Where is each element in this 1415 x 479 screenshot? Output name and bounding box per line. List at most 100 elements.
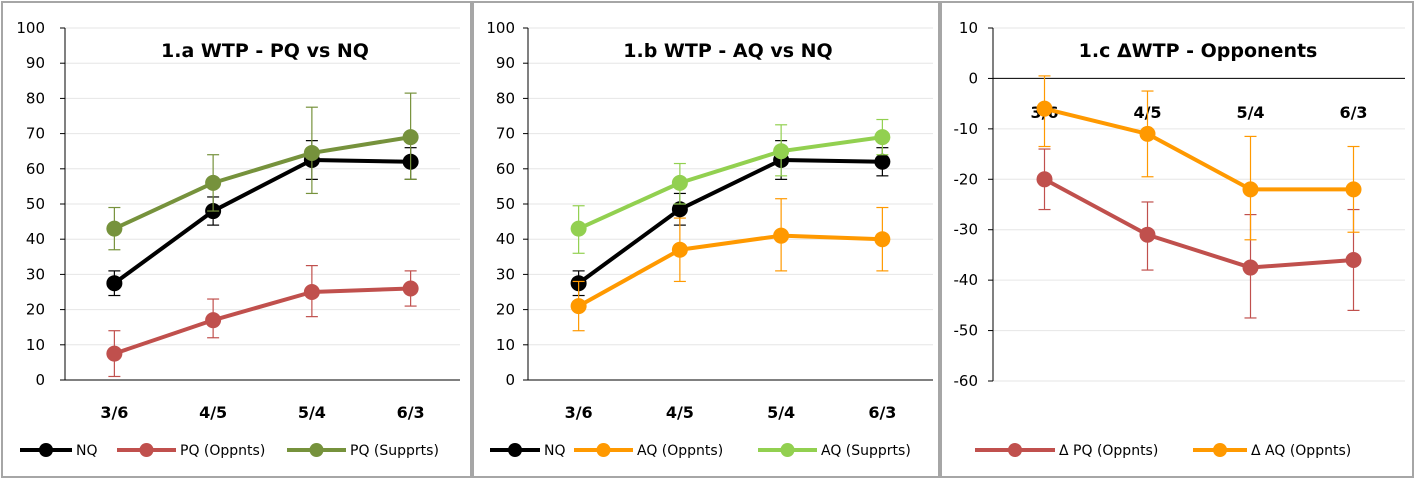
- chart-a-data-point: [402, 280, 419, 297]
- chart-c-y-tick-label: -50: [954, 322, 979, 340]
- chart-b-data-point: [874, 129, 891, 146]
- chart-a-data-point: [402, 129, 419, 146]
- chart-b-data-point: [570, 298, 587, 315]
- chart-b-x-tick-label: 5/4: [767, 403, 795, 422]
- chart-b-data-point: [671, 174, 688, 191]
- chart-b-y-tick-label: 80: [496, 89, 515, 107]
- chart-b-y-tick-label: 20: [496, 301, 515, 319]
- chart-b-y-tick-label: 0: [505, 371, 515, 389]
- chart-a-y-tick-label: 20: [26, 301, 45, 319]
- chart-a-series-1: [106, 265, 419, 378]
- chart-b-legend-label: AQ (Supprts): [821, 443, 911, 459]
- chart-a-legend-label: NQ: [76, 443, 98, 459]
- chart-b-series-line: [577, 158, 883, 285]
- chart-b-y-tick-label: 40: [496, 230, 515, 248]
- chart-c-series-0: [1036, 148, 1362, 319]
- chart-c-legend-swatch-marker: [1008, 443, 1022, 457]
- chart-c-data-point: [1242, 259, 1259, 276]
- chart-c-legend-label: Δ AQ (Oppnts): [1251, 443, 1351, 459]
- chart-b-data-point: [570, 220, 587, 237]
- chart-c-legend-swatch-marker: [1213, 443, 1227, 457]
- chart-a-series-line: [113, 135, 411, 231]
- chart-c-data-point: [1036, 171, 1053, 188]
- chart-b-legend-swatch-marker: [508, 443, 522, 457]
- chart-a-data-point: [205, 312, 222, 329]
- chart-c-y-tick-label: -60: [954, 372, 979, 390]
- chart-b-x-tick-label: 6/3: [868, 403, 896, 422]
- chart-a-legend-swatch-marker: [39, 443, 53, 457]
- chart-a-legend-label: PQ (Oppnts): [180, 443, 265, 459]
- chart-c-series-line: [1043, 177, 1354, 270]
- chart-b-data-point: [671, 201, 688, 218]
- chart-c-y-tick-label: -10: [954, 120, 979, 138]
- chart-a-series-line: [113, 158, 411, 285]
- chart-a-legend-swatch-marker: [139, 443, 154, 457]
- chart-a-legend-label: PQ (Supprts): [350, 443, 439, 459]
- panel-c-frame: [940, 1, 1414, 478]
- chart-c-y-tick-label: 0: [968, 69, 978, 87]
- chart-b-series-2: [570, 118, 891, 254]
- chart-b-series-line: [577, 135, 883, 231]
- chart-a-legend-swatch-marker: [309, 443, 324, 457]
- chart-a-x-tick-label: 3/6: [100, 403, 128, 422]
- chart-a-data-point: [303, 284, 320, 300]
- chart-a-y-tick-label: 30: [26, 265, 45, 283]
- chart-b-title: 1.b WTP - AQ vs NQ: [623, 40, 832, 62]
- chart-b-data-point: [773, 227, 790, 244]
- chart-b-data-point: [671, 241, 688, 258]
- chart-c-series-line: [1044, 106, 1354, 192]
- chart-c-y-tick-label: -20: [954, 170, 979, 188]
- chart-b-legend-label: NQ: [544, 443, 566, 459]
- chart-c-data-point: [1242, 181, 1259, 198]
- chart-b-y-tick-label: 30: [496, 265, 515, 283]
- chart-b-data-point: [874, 231, 891, 248]
- chart-a-data-point: [106, 220, 123, 237]
- panel-a-frame: [1, 1, 472, 478]
- chart-c-title: 1.c ΔWTP - Opponents: [1079, 40, 1318, 62]
- chart-c-x-tick-label: 6/3: [1339, 103, 1367, 122]
- chart-b: 0 10 20 30 40 50 60 70 80 90 100 3/6 4/5 5/4 6/3 1.b WT…: [486, 19, 933, 459]
- chart-b-x-tick-label: 4/5: [666, 403, 694, 422]
- chart-b-x-tick-label: 3/6: [565, 403, 593, 422]
- chart-a-series-line: [113, 286, 411, 356]
- chart-a-y-tick-label: 100: [16, 19, 45, 37]
- panel-b-frame: [472, 1, 940, 478]
- chart-b-legend-swatch-marker: [596, 443, 611, 457]
- chart-b-legend-swatch-marker: [780, 443, 795, 457]
- chart-a-data-point: [106, 275, 123, 292]
- chart-a-y-tick-label: 0: [35, 371, 45, 389]
- chart-a-data-point: [205, 174, 222, 191]
- chart-a-y-tick-label: 80: [26, 89, 45, 107]
- chart-b-y-tick-label: 90: [496, 54, 515, 72]
- chart-a-data-point: [303, 144, 320, 161]
- chart-a-y-tick-label: 50: [26, 195, 45, 213]
- chart-b-y-tick-label: 60: [496, 160, 515, 178]
- chart-b-y-tick-label: 50: [496, 195, 515, 213]
- chart-c-data-point: [1139, 125, 1156, 142]
- chart-b-y-tick-label: 100: [486, 19, 515, 37]
- chart-a-y-tick-label: 60: [26, 160, 45, 178]
- chart-a-y-tick-label: 40: [26, 230, 45, 248]
- chart-a-y-tick-label: 70: [26, 125, 45, 143]
- chart-a-x-tick-label: 6/3: [397, 403, 425, 422]
- chart-a-x-tick-label: 4/5: [199, 403, 227, 422]
- chart-b-data-point: [773, 143, 790, 160]
- chart-b-series-1: [570, 198, 891, 332]
- chart-c-data-point: [1345, 251, 1362, 268]
- chart-b-data-point: [874, 153, 891, 170]
- chart-a: 0 10 20 30 40 50 60 70 80 90 100 3/6 4/5 5/4 6/3 1.a WT…: [16, 19, 460, 459]
- chart-c-data-point: [1036, 100, 1053, 117]
- chart-c-y-tick-label: -40: [954, 271, 979, 289]
- chart-c: -60-50-40-30-20-100103/64/55/46/31.c ΔWT…: [954, 19, 1405, 459]
- chart-b-y-tick-label: 70: [496, 125, 515, 143]
- chart-b-y-tick-label: 10: [496, 336, 515, 354]
- chart-a-y-tick-label: 90: [26, 54, 45, 72]
- chart-c-y-tick-label: -30: [954, 221, 979, 239]
- chart-c-data-point: [1345, 181, 1362, 198]
- chart-a-y-tick-label: 10: [26, 336, 45, 354]
- chart-c-y-tick-label: 10: [959, 19, 978, 37]
- chart-c-x-tick-label: 5/4: [1236, 103, 1264, 122]
- chart-c-series-1: [1036, 75, 1362, 241]
- chart-b-series-line: [577, 233, 883, 308]
